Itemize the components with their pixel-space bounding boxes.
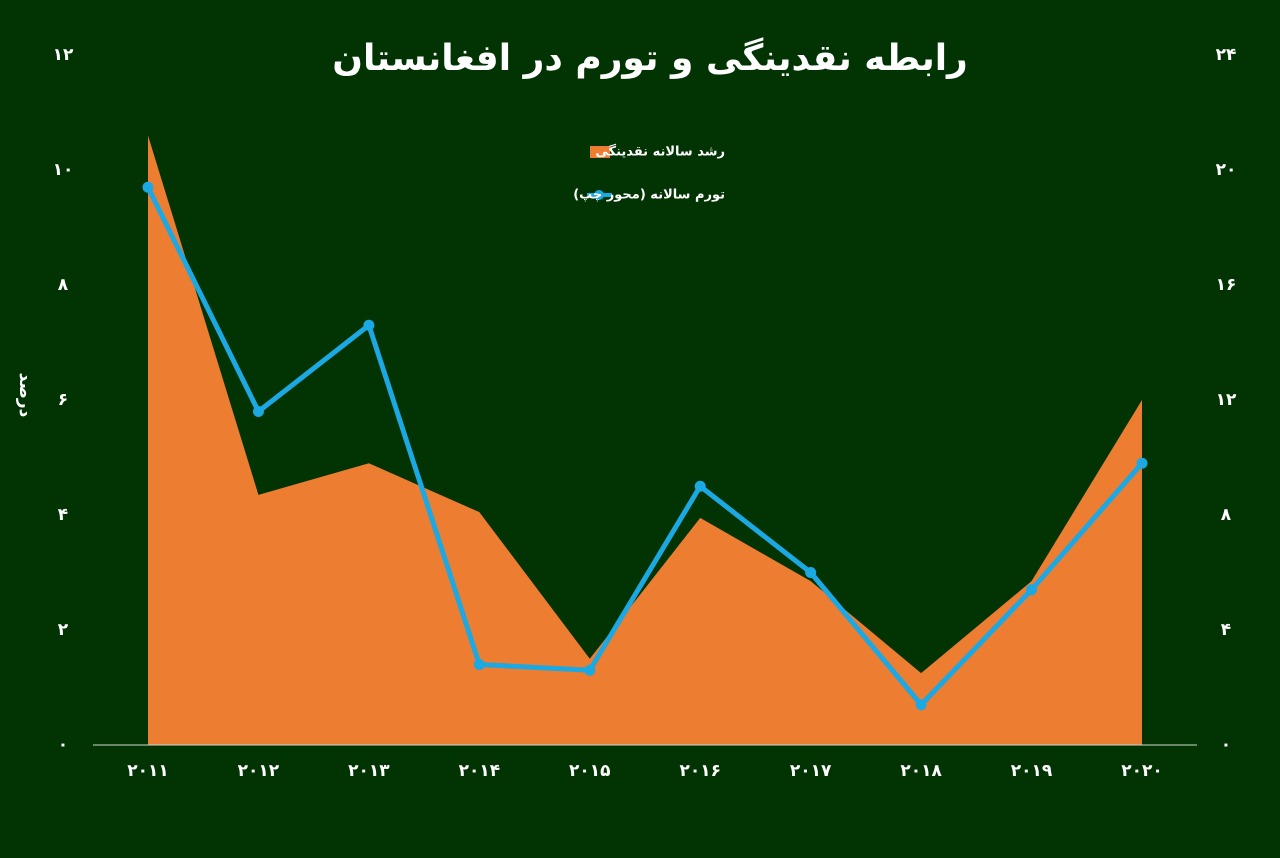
y2-tick-label: ۸ (1221, 505, 1232, 525)
y-tick-label: ۰ (58, 735, 68, 755)
y-tick-label: ۱۰ (53, 160, 74, 180)
line-point (584, 664, 596, 676)
y-tick-label: ۱۲ (53, 45, 74, 65)
line-point (1026, 584, 1038, 596)
y2-tick-label: ۲۰ (1216, 160, 1237, 180)
x-tick-label: ۲۰۱۷ (790, 761, 832, 781)
x-tick-label: ۲۰۱۹ (1011, 761, 1053, 781)
line-point (473, 659, 485, 670)
line (145, 186, 1144, 708)
legend-swatch (590, 146, 610, 158)
legend-label: تورم سالانه (محور چپ) (573, 188, 725, 203)
line-point (915, 699, 927, 711)
line-point (1136, 457, 1148, 469)
y2-tick-label: ۰ (1221, 735, 1231, 755)
area (148, 135, 1142, 745)
chart-title: رابطه نقدینگی و تورم در افغانستان (332, 37, 968, 79)
x-tick-label: ۲۰۱۴ (459, 761, 501, 781)
x-tick-label: ۲۰۱۸ (900, 761, 942, 781)
x-tick-label: ۲۰۱۲ (238, 761, 280, 781)
y-tick-label: ۸ (58, 275, 69, 295)
line-point (142, 181, 154, 193)
y2-tick-label: ۴ (1221, 620, 1231, 640)
y-tick-label: ۶ (58, 390, 68, 410)
line-point (805, 567, 817, 578)
y2-tick-label: ۲۴ (1216, 45, 1237, 65)
x-tick-label: ۲۰۲۰ (1121, 761, 1163, 781)
x-tick-label: ۲۰۱۵ (569, 761, 611, 781)
y-axis-label: درصد (15, 373, 35, 418)
line-point (252, 406, 264, 417)
legend-point (594, 190, 604, 200)
y2-tick-label: ۱۲ (1216, 390, 1237, 410)
line-point (694, 480, 706, 492)
y-tick-label: ۲ (58, 620, 69, 640)
x-tick-label: ۲۰۱۱ (127, 761, 169, 781)
x-tick-label: ۲۰۱۶ (679, 761, 721, 781)
y2-tick-label: ۱۶ (1216, 275, 1237, 295)
y-tick-label: ۴ (58, 505, 68, 525)
x-tick-label: ۲۰۱۳ (348, 761, 390, 781)
line-point (363, 319, 375, 331)
legend-label: رشد سالانه نقدینگی (595, 144, 725, 160)
